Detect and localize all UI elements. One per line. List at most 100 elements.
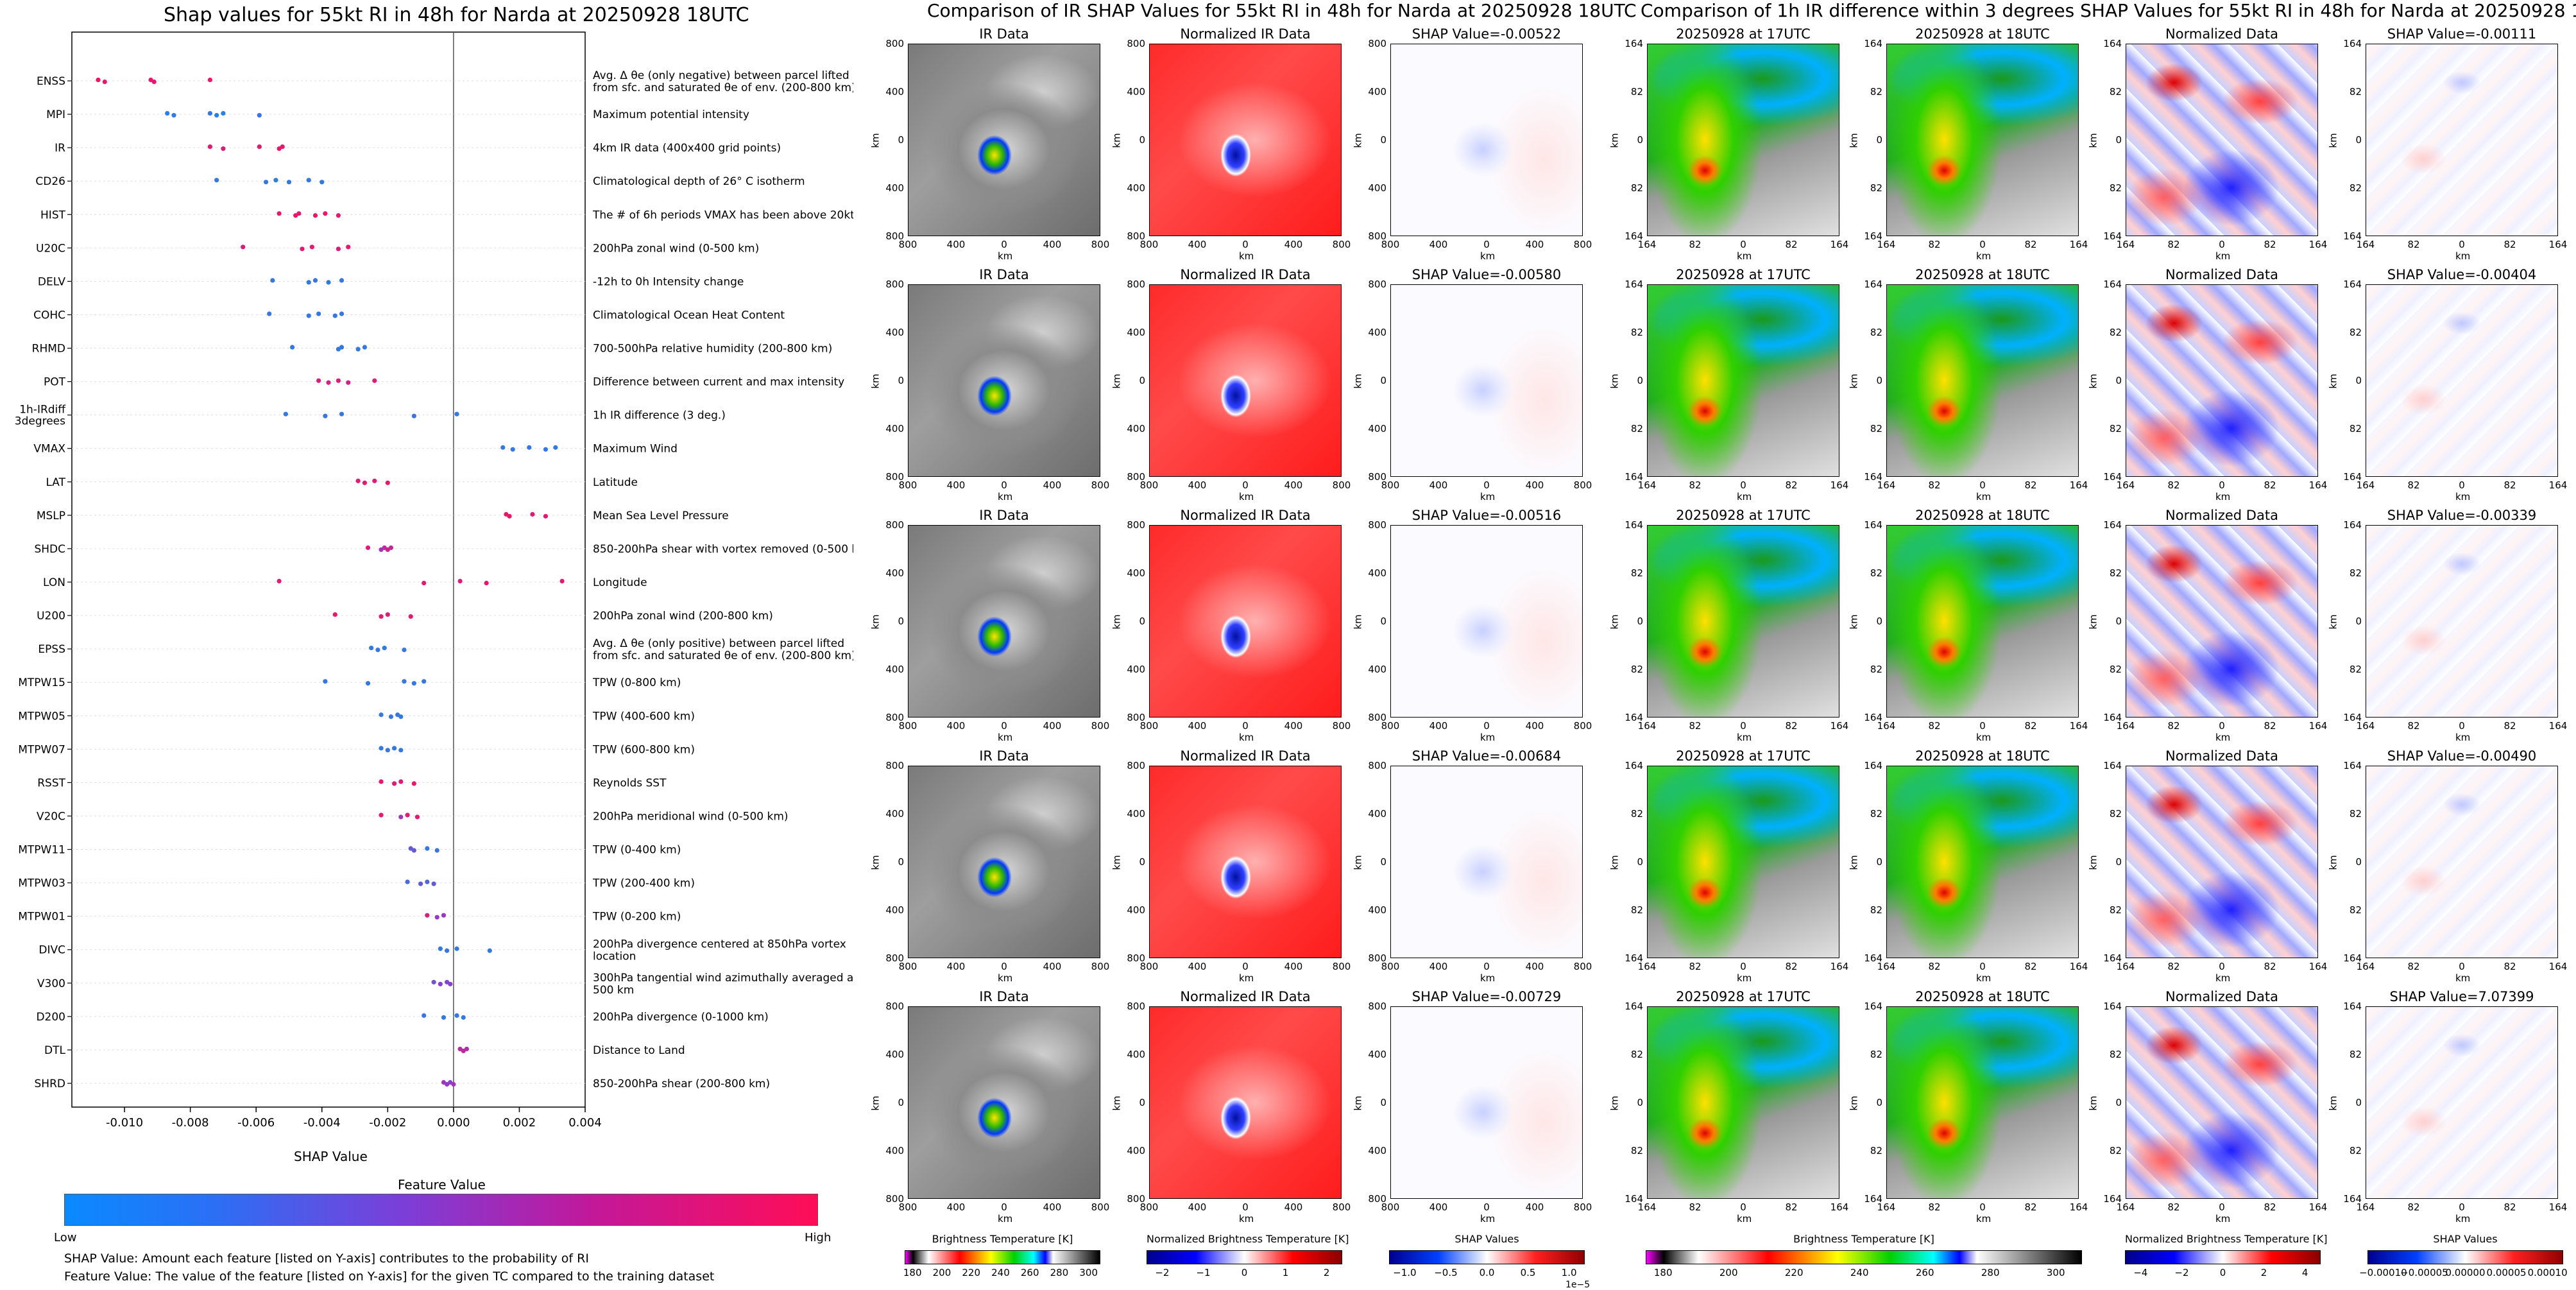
x-tick-label: 800 [1139,1201,1159,1213]
y-tick-label: 82 [2109,423,2122,434]
y-axis-unit: km [1848,1096,1860,1111]
y-tick-label: 164 [1625,38,1643,49]
x-tick-label: 164 [1877,239,1896,250]
shap-point [411,848,416,853]
y-axis-unit: km [1111,374,1123,389]
colorbar-tick-label: 0.00000 [2445,1267,2486,1278]
shap-point [438,946,443,951]
y-tick-label: 164 [2103,952,2122,964]
x-tick-label: 164 [2116,239,2135,250]
y-tick-label: 82 [2109,1049,2122,1060]
shap-point [461,1015,466,1020]
colorbar-tick-label: 240 [1850,1267,1869,1278]
y-tick-label: 0 [2115,375,2122,386]
x-tick-label: 800 [1091,479,1110,491]
shap-point [355,478,361,483]
y-tick-label: 400 [1368,808,1386,820]
x-tick-label: 0 [2459,720,2465,732]
y-tick-label: 400 [1127,1049,1145,1060]
feature-label: DTL [44,1044,65,1057]
y-tick-label: 164 [1864,1001,1882,1012]
x-tick-label: 0 [2219,961,2225,972]
shap-point [559,578,565,584]
feature-description: 200hPa divergence centered at 850hPa vor… [593,938,846,963]
feature-description: 850-200hPa shear with vortex removed (0-… [593,543,853,556]
y-tick-label: 800 [885,519,904,531]
diff-shap-image [2366,1006,2558,1199]
shap-point [411,681,416,686]
y-tick-label: 164 [2103,471,2122,483]
ir-shap-title: SHAP Value=-0.00684 [1412,748,1562,764]
shap-point [530,512,535,517]
shap-point [362,345,368,350]
shap-point [286,180,292,185]
x-tick-label: 164 [2116,479,2135,491]
x-tick-label: 82 [2167,720,2180,732]
shap-point [527,445,532,450]
feature-description: 1h IR difference (3 deg.) [593,409,726,422]
x-tick-label: 400 [946,720,966,732]
feature-label: DELV [38,275,65,288]
x-axis-unit: km [1737,732,1752,743]
x-tick-label: 82 [2407,961,2420,972]
x-tick-label: 82 [2503,720,2516,732]
diff-section-title: Comparison of 1h IR difference within 3 … [1641,0,2576,21]
colorbar-tick-label: 2 [1323,1267,1330,1278]
y-axis-unit: km [869,614,882,630]
shap-point [326,380,331,385]
shap-point [431,881,436,886]
y-tick-label: 400 [885,904,904,916]
y-tick-label: 800 [1368,712,1386,723]
x-tick-label: 800 [898,961,917,972]
x-tick-label: 82 [1689,239,1702,250]
x-tick-label: 164 [2356,239,2375,250]
shap-point [445,948,450,953]
colorbar-tick-label: 2 [2260,1267,2267,1278]
feature-label: EPSS [38,643,65,656]
colorbar-tick-label: 280 [1050,1267,1069,1278]
colorbar-tick-label: 1.0 [1561,1267,1577,1278]
y-tick-label: 400 [1127,327,1145,338]
shap-point [405,879,410,884]
x-tick-label: 400 [1429,239,1448,250]
x-tick-label: 164 [2356,961,2375,972]
shap-point [306,178,311,183]
ir-data-title: IR Data [979,748,1029,764]
x-tick-label: -0.006 [237,1116,275,1130]
y-tick-label: 82 [2109,327,2122,338]
x-axis-unit: km [998,1213,1013,1225]
y-tick-label: 400 [885,86,904,98]
x-tick-label: 82 [2407,720,2420,732]
x-tick-label: 82 [2407,1201,2420,1213]
feature-label: RHMD [32,343,65,356]
x-tick-label: 82 [2167,479,2180,491]
y-tick-label: 800 [885,471,904,483]
ir-18utc-image [1886,766,2079,958]
feature-description: Maximum potential intensity [593,108,749,121]
y-tick-label: 82 [1870,904,1882,916]
y-tick-label: 0 [1876,615,1882,627]
y-tick-label: 82 [1630,1049,1643,1060]
colorbar-tick-label: 240 [991,1267,1010,1278]
y-tick-label: 0 [1380,615,1386,627]
ir-shap-title: SHAP Value=-0.00522 [1412,26,1562,42]
x-tick-label: 0 [1979,961,1986,972]
colorbar [1389,1250,1585,1264]
y-tick-label: 164 [1625,279,1643,290]
ir-17utc-image [1647,44,1839,236]
y-axis-unit: km [869,133,882,148]
shap-point [241,245,246,250]
feature-description: TPW (600-800 km) [592,743,695,756]
x-tick-label: 0.004 [568,1116,602,1130]
x-tick-label: 800 [1332,961,1351,972]
shap-point [316,378,321,383]
y-tick-label: 400 [1127,567,1145,579]
feature-description: 200hPa divergence (0-1000 km) [593,1011,769,1024]
y-tick-label: 800 [1368,519,1386,531]
y-tick-label: 800 [1127,1001,1145,1012]
x-axis-unit: km [998,732,1013,743]
diff-shap-title: SHAP Value=-0.00404 [2387,267,2537,282]
x-tick-label: 164 [1637,239,1657,250]
y-tick-label: 82 [2109,904,2122,916]
x-tick-label: 164 [1637,1201,1657,1213]
